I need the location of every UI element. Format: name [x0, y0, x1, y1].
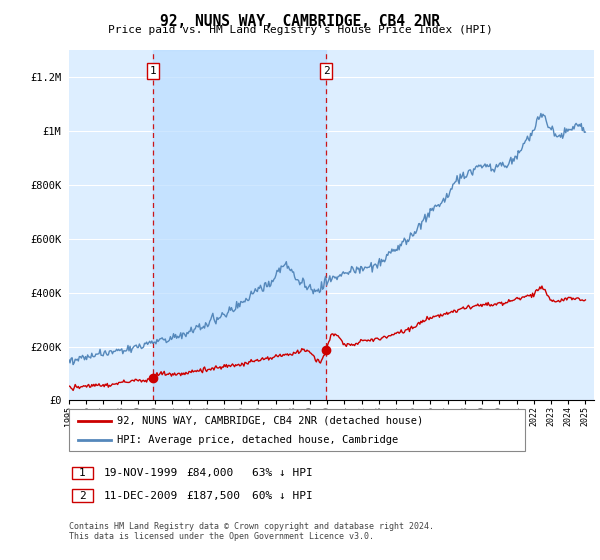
Text: 19-NOV-1999: 19-NOV-1999	[104, 468, 178, 478]
Text: Price paid vs. HM Land Registry's House Price Index (HPI): Price paid vs. HM Land Registry's House …	[107, 25, 493, 35]
Text: 2: 2	[79, 491, 86, 501]
Text: 1: 1	[150, 66, 157, 76]
Text: 2: 2	[323, 66, 330, 76]
Text: 60% ↓ HPI: 60% ↓ HPI	[252, 491, 313, 501]
Text: £84,000: £84,000	[186, 468, 233, 478]
Text: 11-DEC-2009: 11-DEC-2009	[104, 491, 178, 501]
Text: 1: 1	[79, 468, 86, 478]
Text: Contains HM Land Registry data © Crown copyright and database right 2024.
This d: Contains HM Land Registry data © Crown c…	[69, 522, 434, 542]
Text: 92, NUNS WAY, CAMBRIDGE, CB4 2NR (detached house): 92, NUNS WAY, CAMBRIDGE, CB4 2NR (detach…	[117, 416, 423, 426]
Text: 63% ↓ HPI: 63% ↓ HPI	[252, 468, 313, 478]
Text: 92, NUNS WAY, CAMBRIDGE, CB4 2NR: 92, NUNS WAY, CAMBRIDGE, CB4 2NR	[160, 14, 440, 29]
Text: £187,500: £187,500	[186, 491, 240, 501]
Bar	[153, 50, 326, 400]
Text: HPI: Average price, detached house, Cambridge: HPI: Average price, detached house, Camb…	[117, 435, 398, 445]
